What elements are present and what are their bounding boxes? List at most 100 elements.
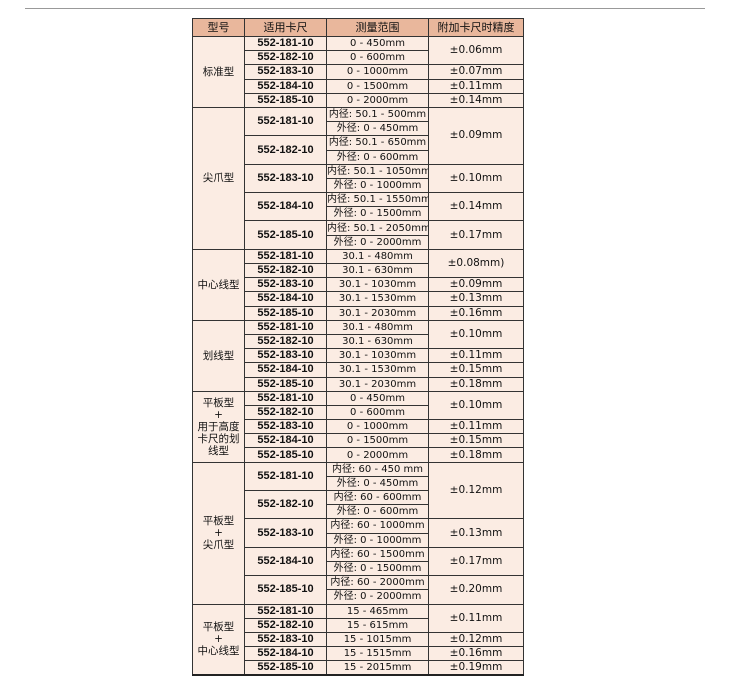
range-cell: 外径: 0 - 600mm xyxy=(326,504,429,520)
header-row: 型号 适用卡尺 测量范围 附加卡尺时精度 xyxy=(192,18,524,37)
range-cell: 内径: 60 - 1500mm xyxy=(326,546,429,562)
accuracy-cell: ±0.14mm xyxy=(428,192,524,222)
accuracy-cell: ±0.14mm xyxy=(428,92,524,108)
model-cell: 552-183-10 xyxy=(244,419,327,435)
range-cell: 0 - 1000mm xyxy=(326,419,429,435)
accuracy-cell: ±0.16mm xyxy=(428,646,524,662)
model-cell: 552-182-10 xyxy=(244,135,327,165)
model-cell: 552-181-10 xyxy=(244,106,327,137)
model-cell: 552-185-10 xyxy=(244,305,327,321)
table-row: 外径: 0 - 450mm xyxy=(193,121,524,137)
table-row: 外径: 0 - 1500mm xyxy=(193,206,524,222)
accuracy-cell: ±0.17mm xyxy=(428,220,524,250)
range-cell: 内径: 50.1 - 650mm xyxy=(326,135,429,151)
range-cell: 外径: 0 - 1500mm xyxy=(326,206,429,222)
header-cell: 测量范围 xyxy=(326,18,429,37)
table-row: 552-185-10 内径: 50.1 - 2050mm ±0.17mm xyxy=(193,220,524,250)
type-line: + xyxy=(214,633,223,646)
accuracy-cell: ±0.15mm xyxy=(428,362,524,378)
range-cell: 内径: 50.1 - 1050mm xyxy=(326,163,429,179)
model-cell: 552-185-10 xyxy=(244,92,327,108)
range-cell: 外径: 0 - 450mm xyxy=(326,475,429,492)
model-cell: 552-184-10 xyxy=(244,433,327,449)
table-row: 552-185-10 0 - 2000mm ±0.14mm xyxy=(193,92,524,108)
accuracy-cell: ±0.18mm xyxy=(428,376,524,392)
range-cell: 0 - 1500mm xyxy=(326,78,429,94)
model-cell: 552-185-10 xyxy=(244,575,327,605)
range-cell: 15 - 615mm xyxy=(326,617,429,633)
header-cell: 附加卡尺时精度 xyxy=(428,18,524,37)
table-row: 552-184-10 30.1 - 1530mm ±0.15mm xyxy=(193,362,524,378)
accuracy-cell: ±0.18mm xyxy=(428,447,524,463)
table-row: 552-183-10 内径: 60 - 1000mm ±0.13mm xyxy=(193,518,524,548)
model-cell: 552-185-10 xyxy=(244,376,327,392)
model-cell: 552-181-10 xyxy=(244,461,327,492)
table-row: 552-185-10 15 - 2015mm ±0.19mm xyxy=(193,660,524,676)
range-cell: 内径: 60 - 2000mm xyxy=(326,575,429,591)
range-cell: 外径: 0 - 2000mm xyxy=(326,589,429,605)
model-cell: 552-184-10 xyxy=(244,546,327,577)
range-cell: 外径: 0 - 1000mm xyxy=(326,532,429,548)
table-row: 552-182-10 0 - 600mm xyxy=(193,50,524,66)
model-cell: 552-182-10 xyxy=(244,404,327,421)
table-row: 552-182-10 内径: 60 - 600mm xyxy=(193,489,524,520)
model-cell: 552-185-10 xyxy=(244,660,327,676)
range-cell: 外径: 0 - 2000mm xyxy=(326,234,429,250)
accuracy-cell: ±0.10mm xyxy=(428,163,524,194)
range-cell: 15 - 1015mm xyxy=(326,631,429,648)
range-cell: 30.1 - 480mm xyxy=(326,319,429,335)
accuracy-cell: ±0.09mm xyxy=(428,106,524,165)
table-row: 中心线型 552-181-10 30.1 - 480mm ±0.08mm) xyxy=(192,248,524,321)
range-cell: 内径: 60 - 1000mm xyxy=(326,518,429,534)
range-cell: 30.1 - 2030mm xyxy=(326,376,429,392)
range-cell: 内径: 50.1 - 1550mm xyxy=(326,192,429,208)
range-cell: 外径: 0 - 1500mm xyxy=(326,560,429,577)
table-row: 552-185-10 30.1 - 2030mm ±0.18mm xyxy=(193,376,524,392)
type-cell: 平板型 + 尖爪型 xyxy=(192,461,245,605)
model-cell: 552-184-10 xyxy=(244,362,327,378)
range-cell: 30.1 - 2030mm xyxy=(326,305,429,321)
accuracy-cell: ±0.12mm xyxy=(428,461,524,520)
accuracy-cell: ±0.20mm xyxy=(428,575,524,605)
type-line: 划线型 xyxy=(202,349,235,362)
accuracy-cell: ±0.10mm xyxy=(428,319,524,350)
range-cell: 30.1 - 630mm xyxy=(326,262,429,279)
range-cell: 0 - 2000mm xyxy=(326,447,429,463)
table-row: 外径: 0 - 600mm xyxy=(193,149,524,165)
model-cell: 552-185-10 xyxy=(244,220,327,250)
range-cell: 内径: 60 - 450 mm xyxy=(326,461,429,477)
accuracy-cell: ±0.11mm xyxy=(428,419,524,435)
type-line: 平板型 xyxy=(202,621,235,634)
accuracy-cell: ±0.11mm xyxy=(428,78,524,94)
type-line: 中心线型 xyxy=(197,278,240,291)
range-cell: 0 - 1500mm xyxy=(326,433,429,449)
range-cell: 外径: 0 - 600mm xyxy=(326,149,429,165)
range-cell: 0 - 2000mm xyxy=(326,92,429,108)
type-line: 线型 xyxy=(208,444,229,457)
range-cell: 15 - 465mm xyxy=(326,603,429,619)
model-cell: 552-183-10 xyxy=(244,518,327,548)
accuracy-cell: ±0.09mm xyxy=(428,277,524,293)
table-row: 552-184-10 30.1 - 1530mm ±0.13mm xyxy=(193,291,524,307)
range-cell: 0 - 450mm xyxy=(326,35,429,52)
table-body: 标准型 552-181-10 0 - 450mm ±0.06mm 552-182-10 0… xyxy=(192,35,524,676)
range-cell: 0 - 600mm xyxy=(326,404,429,421)
type-cell: 平板型 + 中心线型 xyxy=(192,603,245,676)
table-row: 552-183-10 0 - 1000mm ±0.11mm xyxy=(193,419,524,435)
accuracy-cell: ±0.12mm xyxy=(428,631,524,648)
model-cell: 552-181-10 xyxy=(244,35,327,52)
range-cell: 0 - 450mm xyxy=(326,390,429,406)
model-cell: 552-185-10 xyxy=(244,447,327,463)
model-cell: 552-182-10 xyxy=(244,262,327,279)
range-cell: 30.1 - 1530mm xyxy=(326,291,429,307)
type-line: 用于高度 xyxy=(197,420,240,433)
type-line: 尖爪型 xyxy=(202,539,235,552)
table-row: 平板型 + 中心线型 552-181-10 15 - 465mm ±0.11mm xyxy=(192,603,524,676)
accuracy-cell: ±0.11mm xyxy=(428,603,524,633)
table-row: 552-182-10 15 - 615mm xyxy=(193,617,524,633)
table-row: 平板型 + 用于高度 卡尺的划 线型 552-181-10 0 - 450mm ±0.10mm xyxy=(192,390,524,463)
model-cell: 552-184-10 xyxy=(244,291,327,307)
model-cell: 552-184-10 xyxy=(244,646,327,662)
model-cell: 552-181-10 xyxy=(244,248,327,265)
table-row: 552-183-10 0 - 1000mm ±0.07mm xyxy=(193,64,524,80)
